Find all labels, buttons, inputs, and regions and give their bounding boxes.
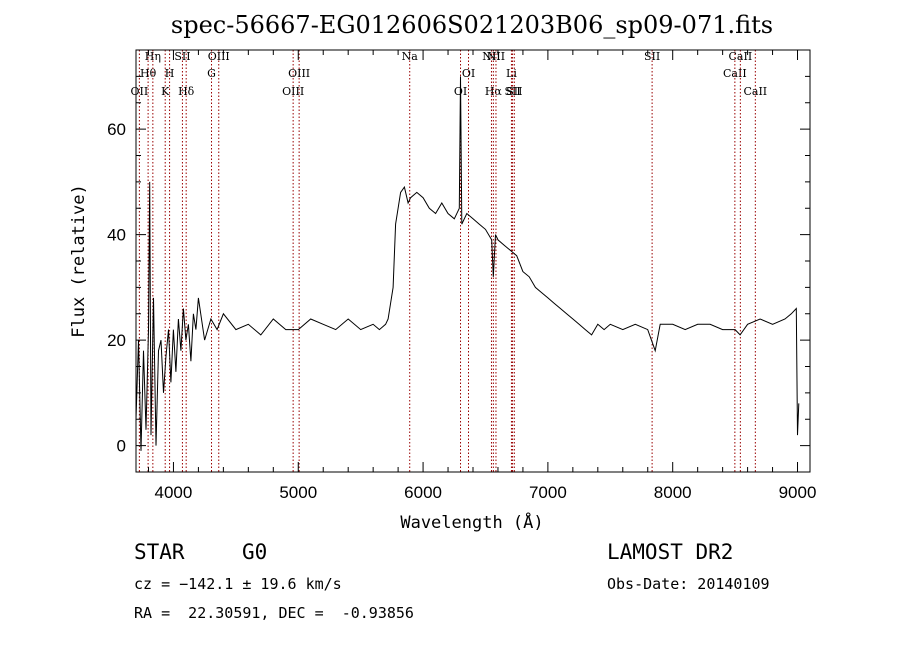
marker-label: SII: [504, 85, 520, 98]
subclass: G0: [242, 540, 268, 564]
marker-label: SII: [644, 50, 660, 63]
y-tick-label: 20: [107, 331, 126, 350]
marker-label: OIII: [282, 85, 304, 98]
x-tick-label: 5000: [279, 483, 317, 502]
x-tick-label: 6000: [404, 483, 442, 502]
survey-name: LAMOST DR2: [607, 540, 734, 564]
marker-label: Li: [506, 67, 517, 80]
x-tick-label: 4000: [155, 483, 193, 502]
x-tick-label: 8000: [654, 483, 692, 502]
x-tick-label: 7000: [529, 483, 567, 502]
marker-label: OI: [462, 67, 475, 80]
coordinates: RA = 22.30591, DEC = -0.93856: [134, 604, 414, 622]
spectrum-series: [135, 76, 800, 451]
marker-label: CaII: [729, 50, 753, 63]
chart-title: spec-56667-EG012606S021203B06_sp09-071.f…: [171, 11, 773, 39]
object-class: STAR: [134, 540, 185, 564]
marker-label: Na: [402, 50, 419, 63]
y-tick-label: 60: [107, 120, 126, 139]
spectrum-line: [135, 76, 800, 451]
marker-label: OIII: [208, 50, 230, 63]
marker-label: SII: [506, 85, 522, 98]
y-axis-label: Flux (relative): [69, 184, 89, 338]
observation-date: Obs-Date: 20140109: [607, 575, 770, 593]
marker-label: OIII: [288, 67, 310, 80]
marker-label: SII: [174, 50, 190, 63]
plot-frame: [135, 49, 811, 473]
marker-label: OII: [131, 85, 149, 98]
y-tick-label: 40: [107, 226, 126, 245]
marker-label: Hθ: [140, 67, 157, 80]
redshift-velocity: cz = −142.1 ± 19.6 km/s: [134, 575, 342, 593]
marker-label: K: [161, 85, 170, 98]
marker-label: Hα: [485, 85, 503, 98]
x-axis-label: Wavelength (Å): [400, 511, 543, 533]
marker-label: CaII: [743, 85, 767, 98]
marker-label: NII: [487, 50, 505, 63]
x-axis: 4000 5000 6000 7000 8000 9000: [147, 50, 817, 502]
marker-label: H: [165, 67, 175, 80]
marker-label: Hη: [145, 50, 161, 63]
x-tick-label: 9000: [779, 483, 817, 502]
marker-label: Hδ: [178, 85, 195, 98]
marker-label: CaII: [723, 67, 747, 80]
y-axis: 0 20 40 60: [107, 75, 810, 456]
marker-label: NII: [482, 50, 500, 63]
marker-label: G: [207, 67, 216, 80]
y-tick-label: 0: [117, 437, 126, 456]
line-markers: OIIHθHηKHSIIHδGOIIIOIIIOIIINaOIOINIIHαNI…: [131, 50, 767, 472]
